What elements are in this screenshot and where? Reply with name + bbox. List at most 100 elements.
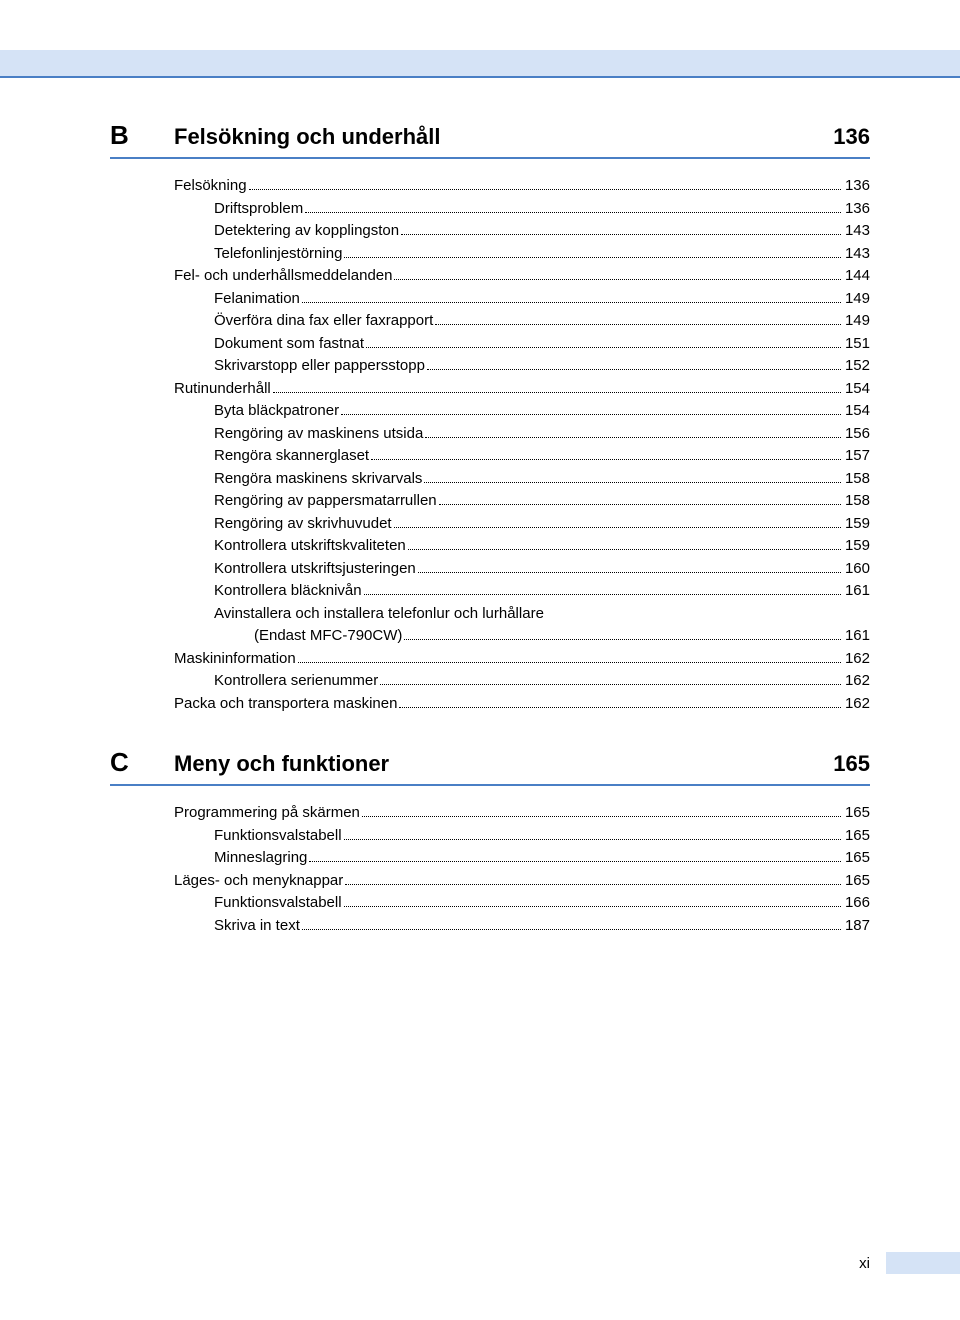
toc-entry[interactable]: (Endast MFC-790CW)161 — [174, 625, 870, 648]
toc-entry-label: Programmering på skärmen — [174, 802, 360, 825]
toc-entry-page: 158 — [845, 468, 870, 491]
section-letter: C — [110, 747, 174, 778]
toc-entry-label: Driftsproblem — [214, 198, 303, 221]
toc-entry-page: 160 — [845, 558, 870, 581]
toc-leader-dots — [435, 324, 841, 325]
toc-entry-label: Rengöra maskinens skrivarvals — [214, 468, 422, 491]
toc-entry[interactable]: Läges- och menyknappar 165 — [174, 870, 870, 893]
toc-entry[interactable]: Byta bläckpatroner154 — [174, 400, 870, 423]
toc-leader-dots — [404, 639, 841, 640]
toc-leader-dots — [364, 594, 841, 595]
toc-entry[interactable]: Programmering på skärmen165 — [174, 802, 870, 825]
toc-leader-dots — [298, 662, 841, 663]
toc-entry-label: Kontrollera bläcknivån — [214, 580, 362, 603]
toc-entry[interactable]: Maskininformation 162 — [174, 648, 870, 671]
toc-entry-page: 162 — [845, 693, 870, 716]
toc-entry-label: Dokument som fastnat — [214, 333, 364, 356]
toc-entry[interactable]: Dokument som fastnat151 — [174, 333, 870, 356]
toc-leader-dots — [408, 549, 841, 550]
toc-entry[interactable]: Rengöra maskinens skrivarvals 158 — [174, 468, 870, 491]
toc-entry-page: 156 — [845, 423, 870, 446]
toc-entry[interactable]: Funktionsvalstabell166 — [174, 892, 870, 915]
toc-entry[interactable]: Kontrollera utskriftskvaliteten159 — [174, 535, 870, 558]
toc-entry[interactable]: Funktionsvalstabell165 — [174, 825, 870, 848]
toc-entry-page: 143 — [845, 243, 870, 266]
toc-entry-page: 149 — [845, 288, 870, 311]
toc-entry[interactable]: Kontrollera bläcknivån 161 — [174, 580, 870, 603]
document-page: B Felsökning och underhåll 136 Felsöknin… — [0, 0, 960, 1320]
toc-section-header: B Felsökning och underhåll 136 — [110, 120, 870, 159]
toc-entry-page: 165 — [845, 847, 870, 870]
footer-thumb-tab — [886, 1252, 960, 1274]
toc-entry-page: 165 — [845, 825, 870, 848]
toc-leader-dots — [394, 527, 841, 528]
toc-entry[interactable]: Rengöring av pappersmatarrullen 158 — [174, 490, 870, 513]
toc-entry[interactable]: Rutinunderhåll154 — [174, 378, 870, 401]
toc-entry-label: Packa och transportera maskinen — [174, 693, 397, 716]
toc-entry-page: 152 — [845, 355, 870, 378]
toc-leader-dots — [344, 839, 841, 840]
toc-entry-label: Fel- och underhållsmeddelanden — [174, 265, 392, 288]
toc-entry-page: 165 — [845, 870, 870, 893]
toc-entries: Programmering på skärmen165 Funktionsval… — [110, 802, 870, 937]
toc-leader-dots — [341, 414, 841, 415]
toc-leader-dots — [273, 392, 841, 393]
toc-leader-dots — [344, 906, 841, 907]
toc-entry[interactable]: Överföra dina fax eller faxrapport149 — [174, 310, 870, 333]
section-letter: B — [110, 120, 174, 151]
toc-entry[interactable]: Kontrollera serienummer 162 — [174, 670, 870, 693]
toc-leader-dots — [401, 234, 841, 235]
toc-leader-dots — [362, 816, 841, 817]
toc-entry[interactable]: Skrivarstopp eller pappersstopp152 — [174, 355, 870, 378]
toc-entry[interactable]: Rengöring av skrivhuvudet159 — [174, 513, 870, 536]
toc-entry[interactable]: Rengöra skannerglaset 157 — [174, 445, 870, 468]
toc-entry[interactable]: Skriva in text187 — [174, 915, 870, 938]
toc-section: C Meny och funktioner 165 Programmering … — [110, 747, 870, 937]
toc-entry[interactable]: Rengöring av maskinens utsida156 — [174, 423, 870, 446]
toc-leader-dots — [394, 279, 840, 280]
toc-entry-label: Rengöring av pappersmatarrullen — [214, 490, 437, 513]
toc-leader-dots — [439, 504, 841, 505]
toc-entry-label: Läges- och menyknappar — [174, 870, 343, 893]
toc-entry-label: Avinstallera och installera telefonlur o… — [214, 603, 544, 626]
toc-entry[interactable]: Driftsproblem 136 — [174, 198, 870, 221]
toc-entry-label: Maskininformation — [174, 648, 296, 671]
toc-entry[interactable]: Fel- och underhållsmeddelanden 144 — [174, 265, 870, 288]
toc-entry[interactable]: Kontrollera utskriftsjusteringen 160 — [174, 558, 870, 581]
toc-entry-page: 158 — [845, 490, 870, 513]
toc-entry[interactable]: Felsökning136 — [174, 175, 870, 198]
toc-entry-page: 162 — [845, 648, 870, 671]
header-stripe — [0, 50, 960, 76]
toc-leader-dots — [371, 459, 841, 460]
toc-leader-dots — [344, 257, 841, 258]
toc-entry-page: 136 — [845, 175, 870, 198]
toc-entry-page: 143 — [845, 220, 870, 243]
toc-entry-page: 136 — [845, 198, 870, 221]
toc-leader-dots — [309, 861, 841, 862]
toc-leader-dots — [425, 437, 841, 438]
toc-entry-label: Rengöra skannerglaset — [214, 445, 369, 468]
toc-entry-label: Överföra dina fax eller faxrapport — [214, 310, 433, 333]
toc-entry[interactable]: Detektering av kopplingston143 — [174, 220, 870, 243]
toc-leader-dots — [424, 482, 841, 483]
toc-entry-page: 187 — [845, 915, 870, 938]
toc-entry-page: 144 — [845, 265, 870, 288]
toc-leader-dots — [302, 929, 841, 930]
toc-entry[interactable]: Telefonlinjestörning 143 — [174, 243, 870, 266]
toc-entry-label: Kontrollera utskriftsjusteringen — [214, 558, 416, 581]
toc-entry[interactable]: Packa och transportera maskinen 162 — [174, 693, 870, 716]
toc-entry-page: 154 — [845, 400, 870, 423]
toc-entry-page: 161 — [845, 625, 870, 648]
toc-entry-label: Telefonlinjestörning — [214, 243, 342, 266]
toc-leader-dots — [399, 707, 841, 708]
toc-section-header: C Meny och funktioner 165 — [110, 747, 870, 786]
toc-entry[interactable]: Minneslagring165 — [174, 847, 870, 870]
section-page: 136 — [833, 124, 870, 150]
toc-entry-page: 157 — [845, 445, 870, 468]
toc-entry-page: 162 — [845, 670, 870, 693]
toc-leader-dots — [345, 884, 841, 885]
toc-entry[interactable]: Felanimation149 — [174, 288, 870, 311]
toc-entry-page: 161 — [845, 580, 870, 603]
toc-leader-dots — [302, 302, 841, 303]
toc-entry-label: Kontrollera serienummer — [214, 670, 378, 693]
